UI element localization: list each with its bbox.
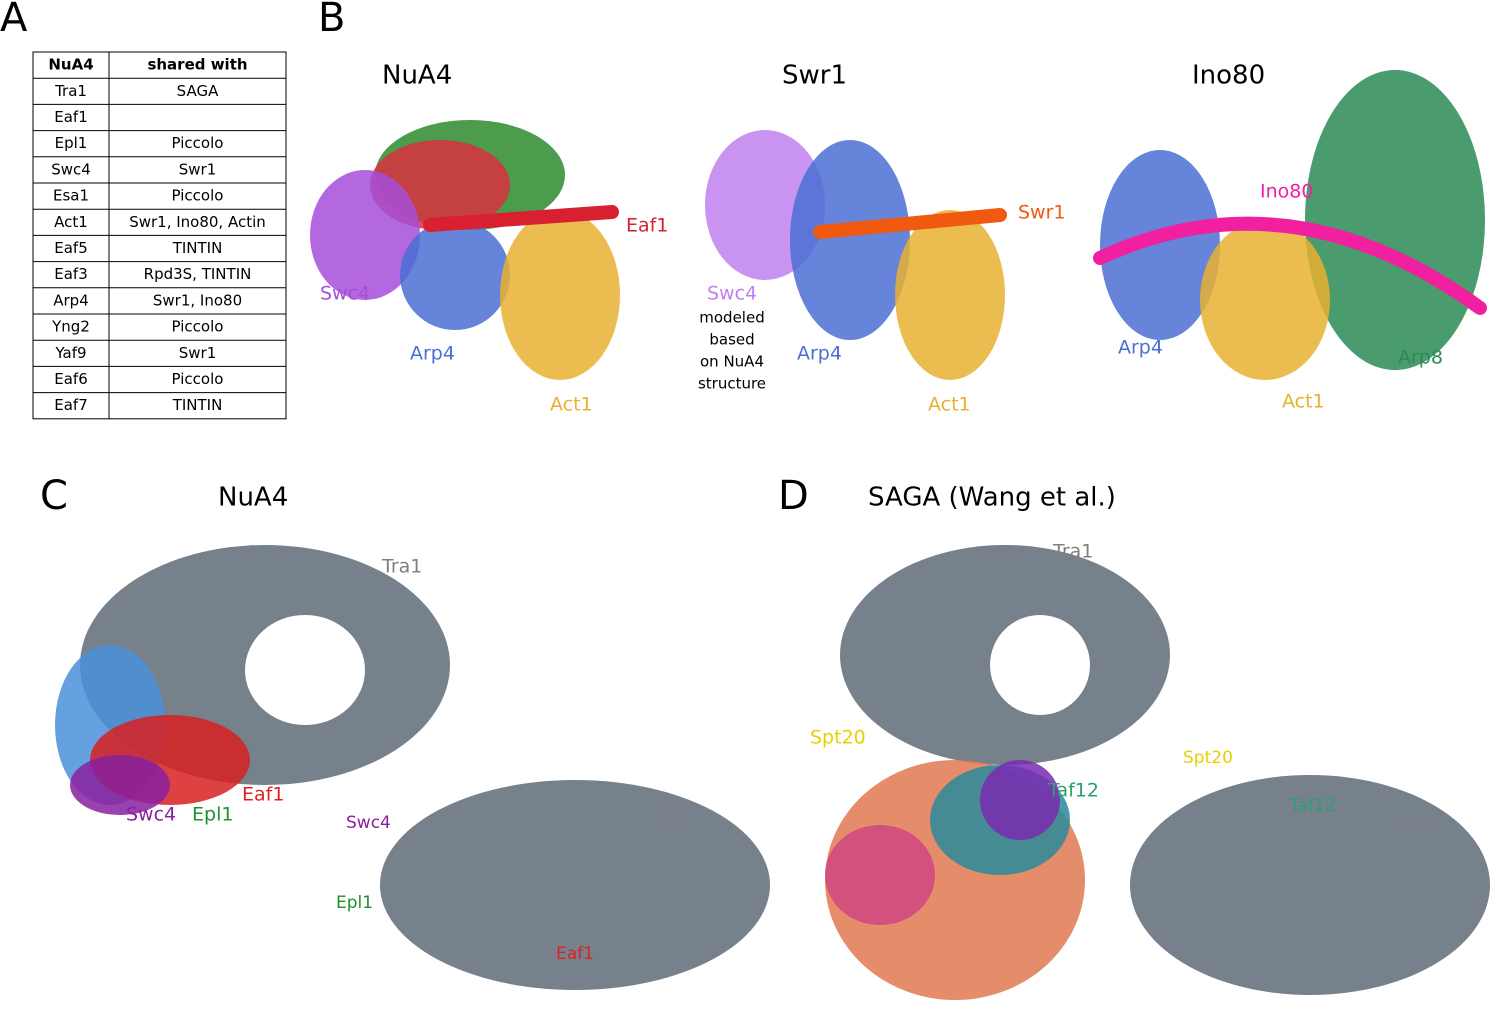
table-cell: Piccolo — [172, 187, 224, 205]
table-header: NuA4 — [48, 56, 93, 74]
panel-letter: B — [318, 0, 345, 41]
note-line: structure — [698, 375, 766, 393]
table-cell: Yng2 — [51, 318, 90, 336]
table-cell: Eaf1 — [54, 108, 88, 126]
table-cell: Swr1 — [179, 344, 217, 362]
label: Arp4 — [1118, 337, 1163, 359]
structure — [1093, 70, 1487, 380]
label: Act1 — [1282, 391, 1325, 413]
table-header: shared with — [147, 56, 247, 74]
panel-title: NuA4 — [218, 483, 288, 513]
panel-letter: C — [40, 473, 68, 519]
structure — [310, 120, 620, 380]
structure — [825, 545, 1490, 1000]
label: Ino80 — [1260, 181, 1313, 203]
table: NuA4 shared with Tra1 SAGA Eaf1 Epl1 Piccolo Sw… — [32, 51, 287, 420]
table-cell: Rpd3S, TINTIN — [144, 265, 252, 283]
label: Taf12 — [1289, 796, 1336, 816]
label: Spt20 — [810, 727, 866, 749]
label: Spt20 — [1183, 748, 1233, 768]
structure-title: NuA4 — [382, 61, 452, 91]
note-line: modeled — [699, 309, 764, 327]
label: Swc4 — [346, 813, 391, 833]
table-cell: Swc4 — [51, 160, 91, 178]
table-cell: Act1 — [54, 213, 88, 231]
label: Epl1 — [336, 893, 373, 913]
panel-letter: A — [0, 0, 28, 41]
table-cell: Eaf5 — [54, 239, 88, 257]
panel-letter: D — [778, 473, 809, 519]
label: Taf12 — [1047, 780, 1099, 802]
table-cell: Piccolo — [172, 370, 224, 388]
table-cell: Piccolo — [172, 134, 224, 152]
label: Eaf1 — [242, 784, 284, 806]
table-cell: Swr1, Ino80 — [153, 291, 242, 309]
label: Tra1 — [653, 806, 690, 826]
label: Arp8 — [1398, 347, 1443, 369]
table-cell: Eaf3 — [54, 265, 88, 283]
label: Swr1 — [1018, 202, 1066, 224]
label: Act1 — [928, 394, 971, 416]
structure-title: Ino80 — [1192, 61, 1265, 91]
table-cell: Eaf7 — [54, 396, 88, 414]
structure — [55, 545, 770, 990]
note-line: based — [709, 331, 754, 349]
structure — [705, 130, 1007, 380]
structure-title: Swr1 — [782, 61, 847, 91]
table-cell: TINTIN — [172, 396, 223, 414]
label: Swc4 — [320, 283, 370, 305]
panel-title: SAGA (Wang et al.) — [868, 483, 1116, 513]
table-cell: Epl1 — [55, 134, 88, 152]
table-cell: Tra1 — [54, 82, 87, 100]
table-cell: TINTIN — [172, 239, 223, 257]
table-cell: Swr1, Ino80, Actin — [129, 213, 266, 231]
table-cell: Eaf6 — [54, 370, 88, 388]
label: Arp4 — [797, 343, 842, 365]
label: Swc4 — [707, 283, 757, 305]
table-cell: Swr1 — [179, 160, 217, 178]
note-line: on NuA4 — [700, 353, 764, 371]
label: Epl1 — [192, 804, 233, 826]
label: Arp4 — [410, 343, 455, 365]
table-cell: Arp4 — [53, 291, 89, 309]
table-cell: Piccolo — [172, 318, 224, 336]
table-cell: SAGA — [177, 82, 219, 100]
label: Swc4 — [126, 804, 176, 826]
label: Eaf1 — [626, 215, 668, 237]
label: Tra1 — [1395, 812, 1432, 832]
label: Tra1 — [1052, 541, 1093, 563]
label: Act1 — [550, 394, 593, 416]
table-cell: Esa1 — [53, 187, 89, 205]
table-cell: Yaf9 — [54, 344, 86, 362]
label: Eaf1 — [556, 944, 594, 964]
label: Tra1 — [381, 556, 422, 578]
